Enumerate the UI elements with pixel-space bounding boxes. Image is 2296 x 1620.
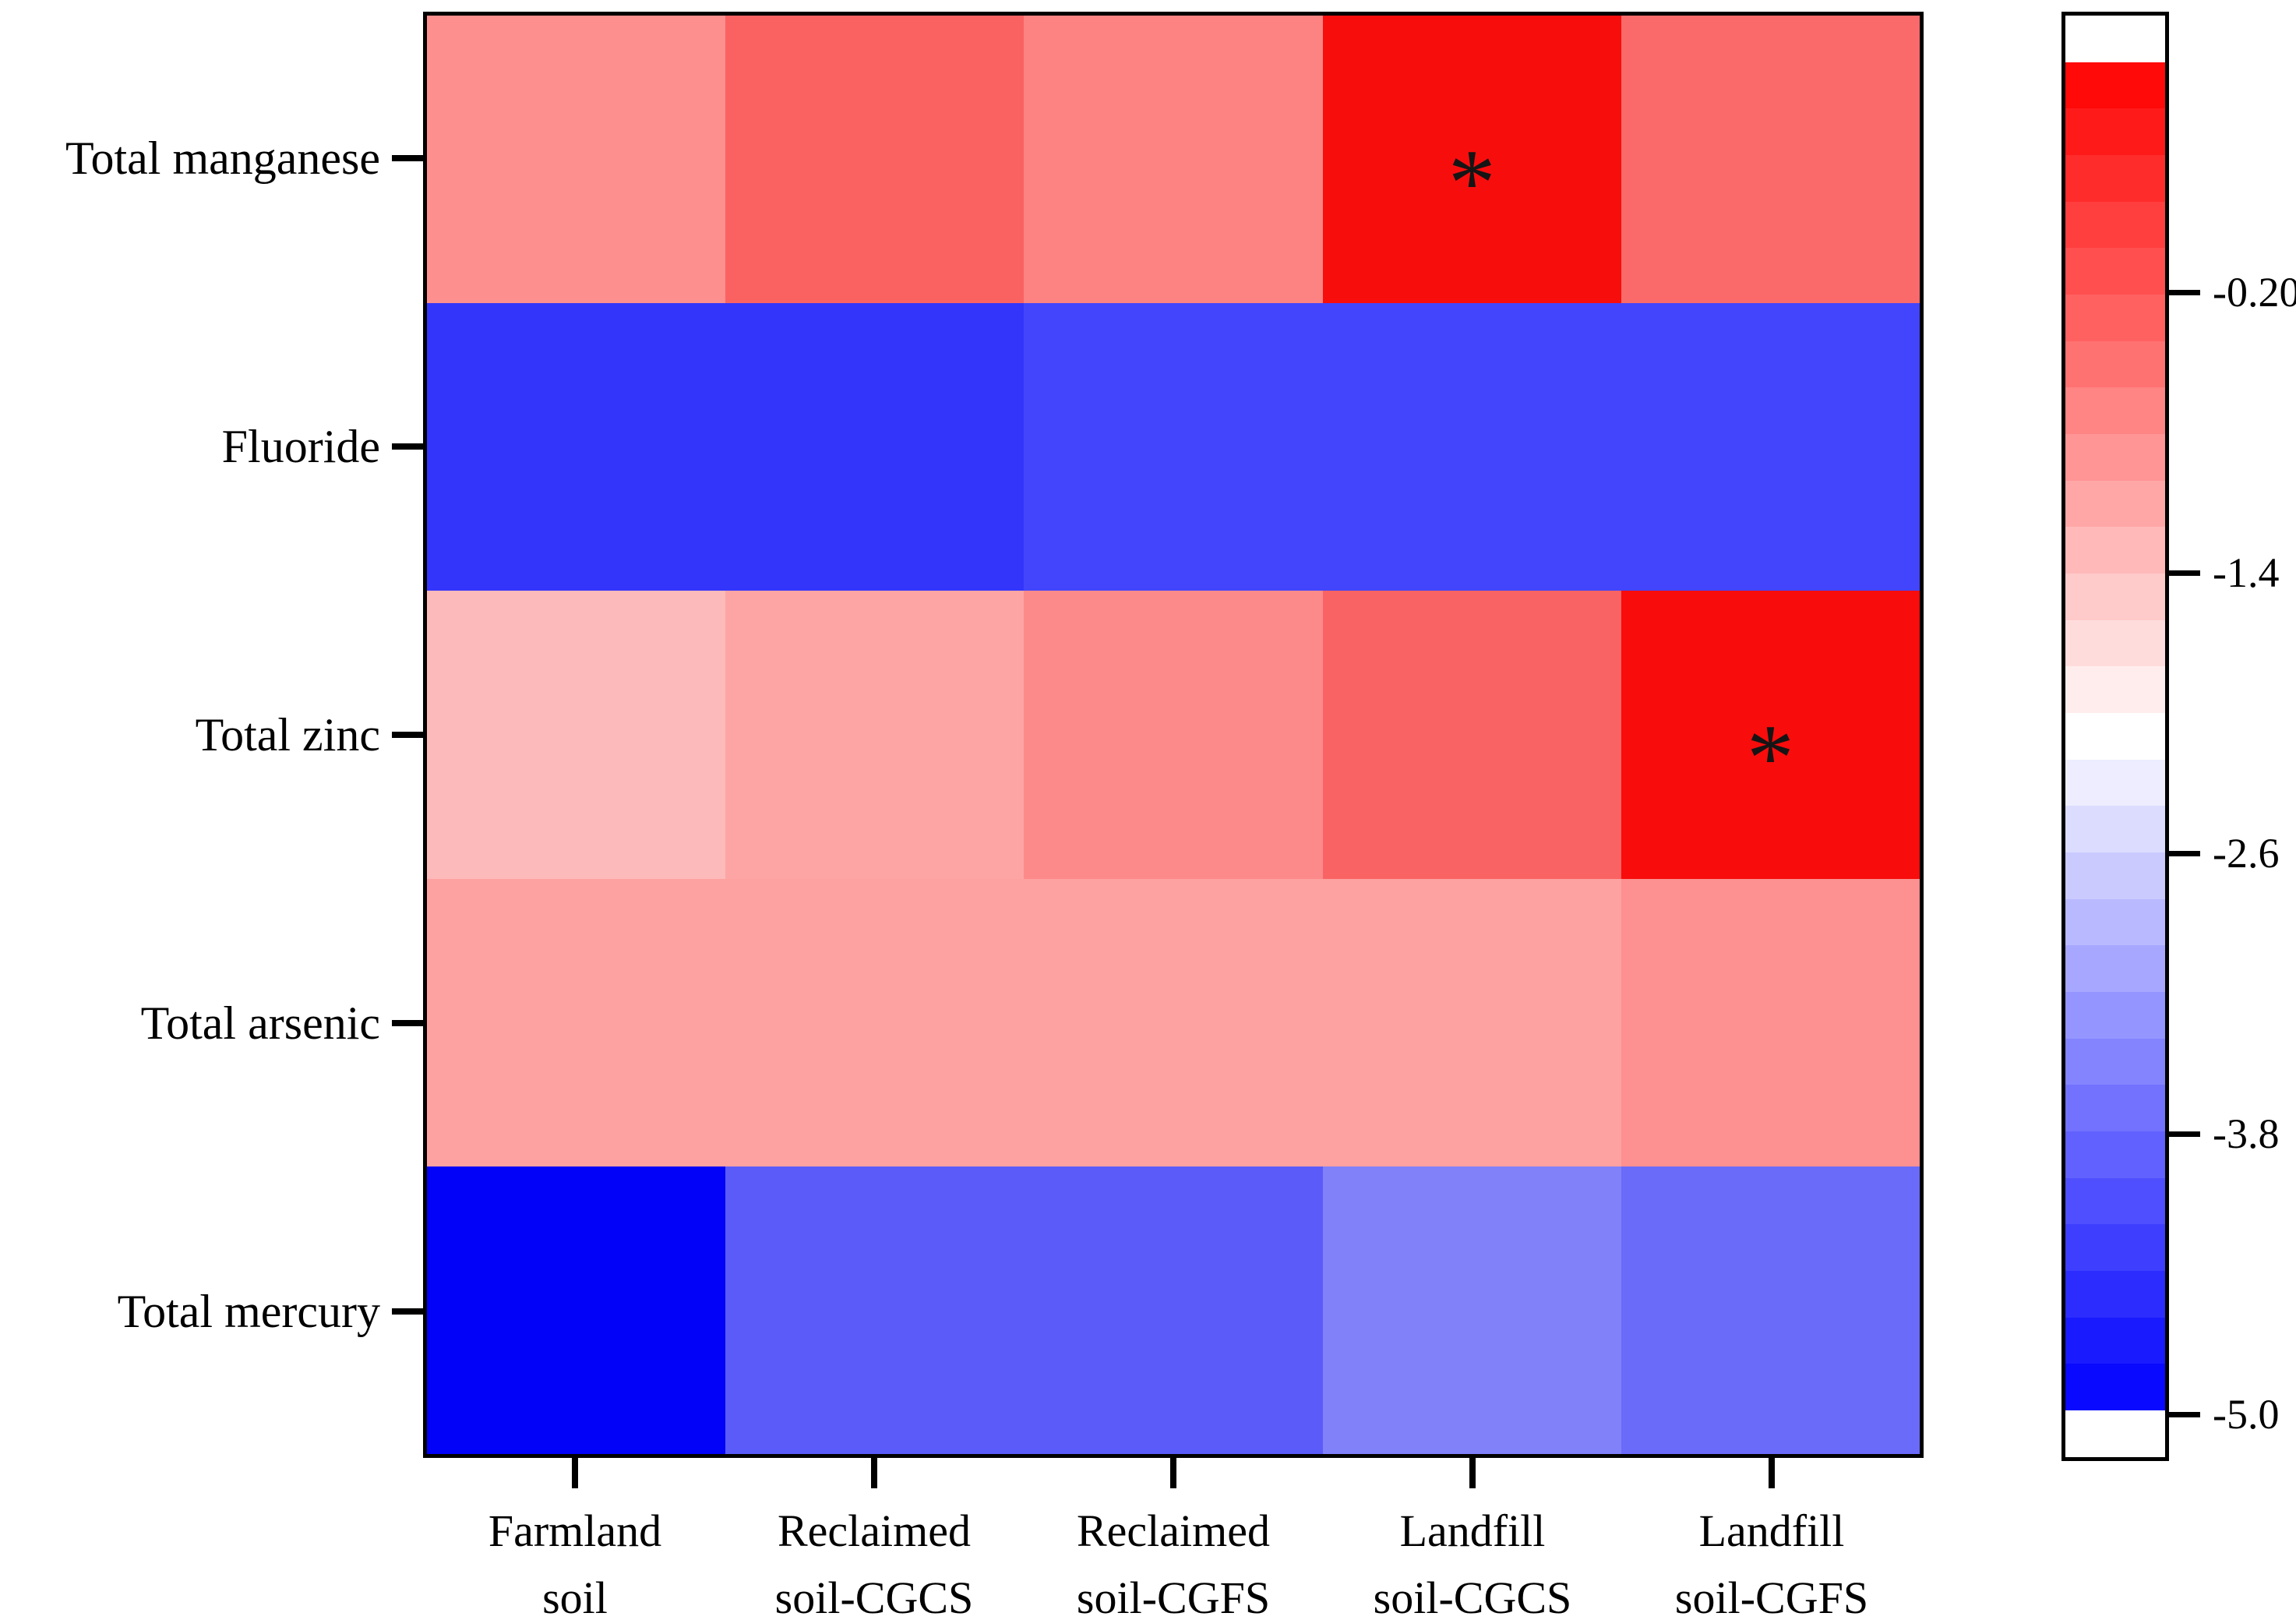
y-axis-tick <box>392 155 425 161</box>
y-axis-label: Fluoride <box>221 421 380 472</box>
heatmap-cell <box>725 1166 1025 1454</box>
heatmap-cell <box>427 16 726 304</box>
y-axis-tick <box>392 443 425 450</box>
x-axis-label-line: Farmland <box>488 1505 662 1556</box>
heatmap-cell <box>725 16 1025 304</box>
x-axis-label: Reclaimed soil-CGFS <box>1010 1498 1337 1620</box>
colorbar-band <box>2065 527 2165 574</box>
heatmap-cell <box>1621 878 1920 1166</box>
colorbar-band <box>2065 434 2165 481</box>
heatmap-cell <box>725 303 1025 591</box>
x-axis-label-line: soil-CGCS <box>774 1572 974 1620</box>
colorbar-tick <box>2169 289 2200 295</box>
y-axis-tick <box>392 1020 425 1026</box>
heatmap-cell <box>1621 1166 1920 1454</box>
colorbar-band <box>2065 898 2165 946</box>
x-axis-label-line: Reclaimed <box>1076 1505 1270 1556</box>
colorbar-band <box>2065 480 2165 528</box>
x-axis-label-line: soil-CGFS <box>1674 1572 1869 1620</box>
heatmap-cell <box>427 878 726 1166</box>
y-axis-tick <box>392 732 425 738</box>
colorbar-band <box>2065 666 2165 714</box>
x-axis-label: Farmland soil <box>411 1498 739 1620</box>
colorbar-tick-label: -1.4 <box>2213 549 2280 596</box>
colorbar-band <box>2065 759 2165 806</box>
colorbar-tick <box>2169 570 2200 576</box>
heatmap-cell: * <box>1322 16 1621 304</box>
colorbar-band <box>2065 1410 2165 1457</box>
heatmap-cell <box>427 1166 726 1454</box>
heatmap-cell <box>427 591 726 879</box>
heatmap-cell <box>1621 303 1920 591</box>
y-axis-label: Total mercury <box>117 1286 380 1337</box>
colorbar-band <box>2065 992 2165 1039</box>
x-axis-label-line: Reclaimed <box>777 1505 971 1556</box>
heatmap-cell <box>1322 303 1621 591</box>
colorbar-band <box>2065 295 2165 341</box>
colorbar-band <box>2065 1177 2165 1225</box>
colorbar-band <box>2065 945 2165 993</box>
colorbar-tick <box>2169 1131 2200 1137</box>
heatmap-plot-area: * * <box>423 12 1924 1458</box>
heatmap-cell <box>1621 16 1920 304</box>
x-axis-label: Landfill soil-CGFS <box>1608 1498 1935 1620</box>
x-axis-tick <box>1170 1454 1176 1488</box>
heatmap-cell <box>1024 303 1323 591</box>
colorbar-band <box>2065 201 2165 249</box>
x-axis-tick <box>572 1454 578 1488</box>
colorbar <box>2061 12 2169 1461</box>
colorbar-band <box>2065 1271 2165 1318</box>
heatmap-cell <box>1024 591 1323 879</box>
colorbar-band <box>2065 155 2165 202</box>
heatmap-cell <box>1322 591 1621 879</box>
x-axis-label-line: soil-CGFS <box>1076 1572 1271 1620</box>
colorbar-tick <box>2169 850 2200 856</box>
x-axis-label-line: Landfill <box>1698 1505 1845 1556</box>
heatmap-cell <box>1322 878 1621 1166</box>
colorbar-band <box>2065 1085 2165 1132</box>
x-axis-tick <box>1469 1454 1476 1488</box>
colorbar-band <box>2065 1224 2165 1272</box>
colorbar-band <box>2065 806 2165 853</box>
heatmap-cell <box>1024 878 1323 1166</box>
heatmap-cell: * <box>1621 591 1920 879</box>
colorbar-band <box>2065 341 2165 388</box>
colorbar-band <box>2065 16 2165 62</box>
colorbar-band <box>2065 387 2165 435</box>
colorbar-band <box>2065 619 2165 667</box>
colorbar-band <box>2065 1038 2165 1085</box>
colorbar-band <box>2065 852 2165 899</box>
y-axis-label: Total zinc <box>195 709 380 761</box>
x-axis-tick <box>1769 1454 1775 1488</box>
colorbar-tick-label: -3.8 <box>2213 1110 2280 1157</box>
x-axis-label: Reclaimed soil-CGCS <box>711 1498 1038 1620</box>
heatmap-cell <box>427 303 726 591</box>
y-axis-tick <box>392 1308 425 1315</box>
heatmap-cell <box>1024 16 1323 304</box>
heatmap-cell <box>1322 1166 1621 1454</box>
x-axis-tick <box>871 1454 877 1488</box>
x-axis-label-line: soil-CGCS <box>1373 1572 1572 1620</box>
heatmap-cell <box>1024 1166 1323 1454</box>
colorbar-band <box>2065 713 2165 760</box>
x-axis-label: Landfill soil-CGCS <box>1309 1498 1636 1620</box>
heatmap-cell <box>725 878 1025 1166</box>
x-axis-label-line: Landfill <box>1399 1505 1546 1556</box>
colorbar-band <box>2065 1131 2165 1178</box>
y-axis-label: Total arsenic <box>140 997 380 1049</box>
heatmap-cell <box>725 591 1025 879</box>
colorbar-tick <box>2169 1411 2200 1417</box>
y-axis-label: Total manganese <box>65 132 380 184</box>
colorbar-tick-label: -5.0 <box>2213 1391 2280 1438</box>
colorbar-band <box>2065 62 2165 109</box>
colorbar-band <box>2065 248 2165 295</box>
colorbar-band <box>2065 1364 2165 1411</box>
colorbar-tick-label: -2.6 <box>2213 830 2280 877</box>
colorbar-band <box>2065 1317 2165 1364</box>
colorbar-band <box>2065 574 2165 620</box>
colorbar-band <box>2065 108 2165 156</box>
colorbar-tick-label: -0.20 <box>2213 269 2296 316</box>
x-axis-label-line: soil <box>542 1572 608 1620</box>
